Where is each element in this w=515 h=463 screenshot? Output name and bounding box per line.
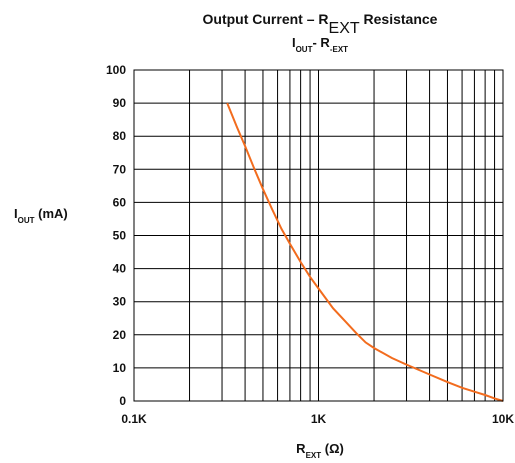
- x-tick-label: 10K: [492, 412, 514, 426]
- y-tick-label: 100: [106, 63, 126, 77]
- x-axis-label: REXT (Ω): [296, 441, 344, 460]
- y-tick-label: 60: [113, 195, 127, 209]
- grid: [133, 69, 503, 402]
- y-axis-label: IOUT (mA): [14, 206, 68, 225]
- y-tick-label: 0: [119, 394, 126, 408]
- y-tick-label: 70: [113, 162, 127, 176]
- y-tick-label: 40: [113, 262, 127, 276]
- chart-title: Output Current – REXT Resistance: [203, 11, 438, 37]
- y-tick-labels: 0 10 20 30 40 50 60 70 80 90 100: [106, 63, 126, 408]
- x-tick-labels: 0.1K 1K 10K: [121, 412, 514, 426]
- plot-frame: [133, 69, 504, 402]
- y-tick-label: 80: [113, 129, 127, 143]
- chart-subtitle: IOUT- R-EXT: [292, 35, 348, 54]
- y-tick-label: 10: [113, 361, 127, 375]
- x-tick-label: 1K: [311, 412, 327, 426]
- y-tick-label: 30: [113, 295, 127, 309]
- series-line: [226, 102, 504, 402]
- x-tick-label: 0.1K: [121, 412, 147, 426]
- y-tick-label: 90: [113, 96, 127, 110]
- y-tick-label: 50: [113, 229, 127, 243]
- y-tick-label: 20: [113, 328, 127, 342]
